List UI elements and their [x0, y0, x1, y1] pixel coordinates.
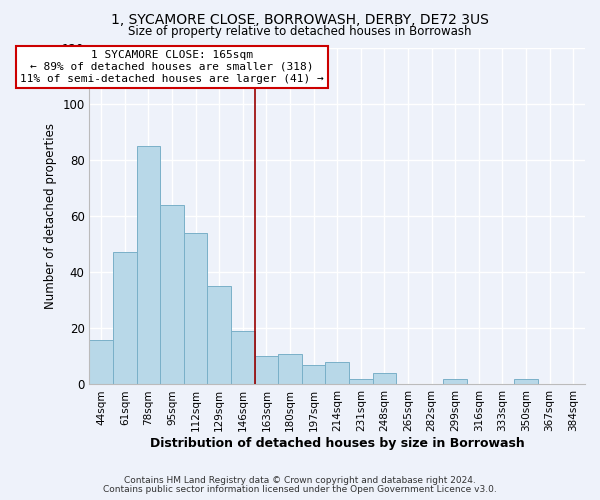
- Text: Contains public sector information licensed under the Open Government Licence v3: Contains public sector information licen…: [103, 485, 497, 494]
- Bar: [113, 252, 137, 384]
- Bar: [373, 373, 396, 384]
- Bar: [89, 340, 113, 384]
- Bar: [160, 204, 184, 384]
- Text: 1 SYCAMORE CLOSE: 165sqm
← 89% of detached houses are smaller (318)
11% of semi-: 1 SYCAMORE CLOSE: 165sqm ← 89% of detach…: [20, 50, 324, 84]
- X-axis label: Distribution of detached houses by size in Borrowash: Distribution of detached houses by size …: [150, 437, 524, 450]
- Text: Contains HM Land Registry data © Crown copyright and database right 2024.: Contains HM Land Registry data © Crown c…: [124, 476, 476, 485]
- Bar: [254, 356, 278, 384]
- Bar: [208, 286, 231, 384]
- Text: Size of property relative to detached houses in Borrowash: Size of property relative to detached ho…: [128, 25, 472, 38]
- Bar: [184, 233, 208, 384]
- Text: 1, SYCAMORE CLOSE, BORROWASH, DERBY, DE72 3US: 1, SYCAMORE CLOSE, BORROWASH, DERBY, DE7…: [111, 12, 489, 26]
- Bar: [325, 362, 349, 384]
- Bar: [302, 365, 325, 384]
- Bar: [443, 379, 467, 384]
- Bar: [278, 354, 302, 384]
- Bar: [137, 146, 160, 384]
- Bar: [349, 379, 373, 384]
- Bar: [231, 331, 254, 384]
- Bar: [514, 379, 538, 384]
- Y-axis label: Number of detached properties: Number of detached properties: [44, 123, 56, 309]
